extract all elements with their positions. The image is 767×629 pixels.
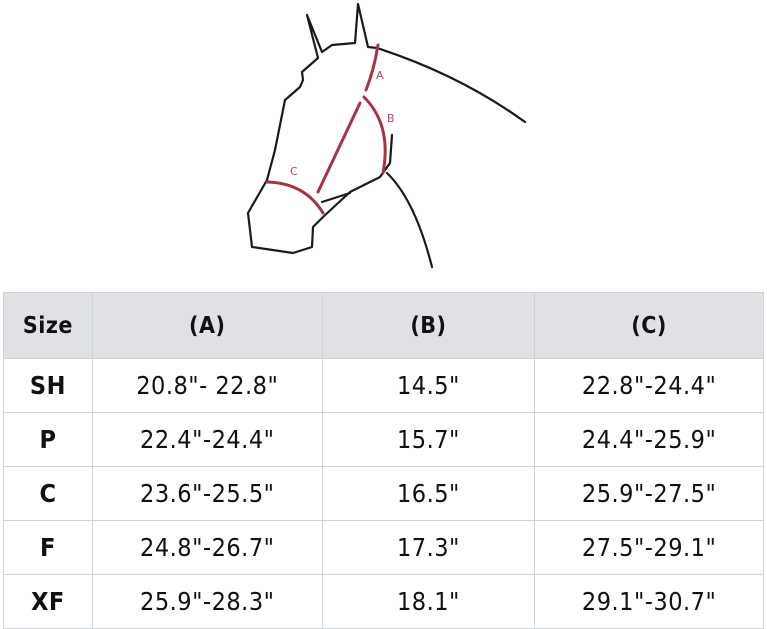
horse-jaw-line xyxy=(320,191,352,204)
measurement-cell: 18.1" xyxy=(321,574,536,629)
measurement-cell: 14.5" xyxy=(321,358,536,413)
measurement-cell: 25.9"-27.5" xyxy=(534,466,764,521)
label-c: C xyxy=(290,165,298,178)
table-header-row: Size (A) (B) (C) xyxy=(3,292,764,359)
table-row: F 24.8"-26.7" 17.3" 27.5"-29.1" xyxy=(3,520,764,575)
measurement-cell: 20.8"- 22.8" xyxy=(91,358,323,413)
horse-head-outline xyxy=(246,2,394,255)
measurement-cell: 16.5" xyxy=(321,466,536,521)
measurement-cell: 25.9"-28.3" xyxy=(91,574,323,629)
label-b: B xyxy=(387,112,395,125)
measurement-cell: 29.1"-30.7" xyxy=(534,574,764,629)
size-cell: C xyxy=(3,466,93,521)
measurement-cell: 24.4"-25.9" xyxy=(534,412,764,467)
measurement-cell: 24.8"-26.7" xyxy=(91,520,323,575)
label-a: A xyxy=(376,69,384,82)
horse-neck-top xyxy=(375,46,527,124)
header-b: (B) xyxy=(321,292,536,359)
table-row: C 23.6"-25.5" 16.5" 25.9"-27.5" xyxy=(3,466,764,521)
table-row: SH 20.8"- 22.8" 14.5" 22.8"-24.4" xyxy=(3,358,764,413)
measurement-cell: 27.5"-29.1" xyxy=(534,520,764,575)
table-row: XF 25.9"-28.3" 18.1" 29.1"-30.7" xyxy=(3,574,764,629)
header-c: (C) xyxy=(534,292,764,359)
size-cell: P xyxy=(3,412,93,467)
header-a: (A) xyxy=(91,292,323,359)
header-size: Size xyxy=(3,292,93,359)
horse-neck-bottom xyxy=(385,171,434,269)
measure-line-a xyxy=(364,43,380,92)
size-cell: SH xyxy=(3,358,93,413)
size-chart-table: Size (A) (B) (C) SH 20.8"- 22.8" 14.5" 22.8… xyxy=(3,292,764,629)
measurement-cell: 15.7" xyxy=(321,412,536,467)
size-cell: F xyxy=(3,520,93,575)
table-row: P 22.4"-24.4" 15.7" 24.4"-25.9" xyxy=(3,412,764,467)
measurement-cell: 23.6"-25.5" xyxy=(91,466,323,521)
measure-line-browband xyxy=(316,101,362,194)
measure-line-b xyxy=(362,95,387,175)
size-cell: XF xyxy=(3,574,93,629)
measurement-cell: 17.3" xyxy=(321,520,536,575)
measure-line-c xyxy=(265,180,325,215)
measurement-cell: 22.4"-24.4" xyxy=(91,412,323,467)
horse-head-diagram: A B C xyxy=(246,2,527,269)
measurement-cell: 22.8"-24.4" xyxy=(534,358,764,413)
